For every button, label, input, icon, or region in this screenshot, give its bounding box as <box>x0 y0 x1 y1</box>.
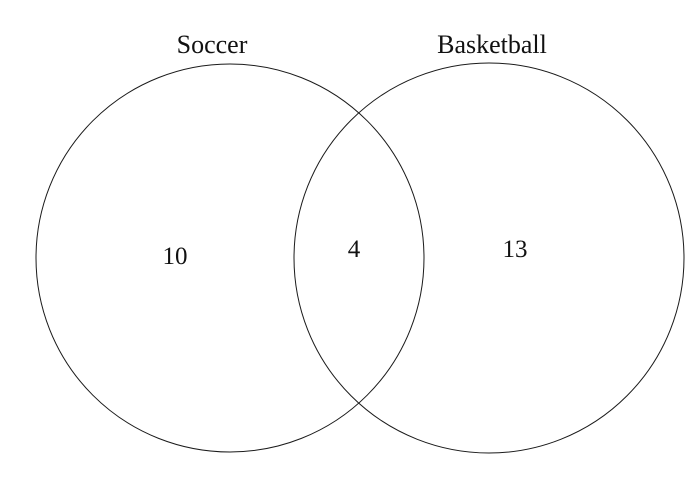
both-count: 4 <box>348 236 361 263</box>
basketball-label: Basketball <box>437 30 547 59</box>
basketball-only-count: 13 <box>503 236 528 263</box>
soccer-only-count: 10 <box>163 243 188 270</box>
soccer-label: Soccer <box>177 30 248 59</box>
soccer-circle <box>35 63 425 453</box>
basketball-circle <box>293 62 685 454</box>
